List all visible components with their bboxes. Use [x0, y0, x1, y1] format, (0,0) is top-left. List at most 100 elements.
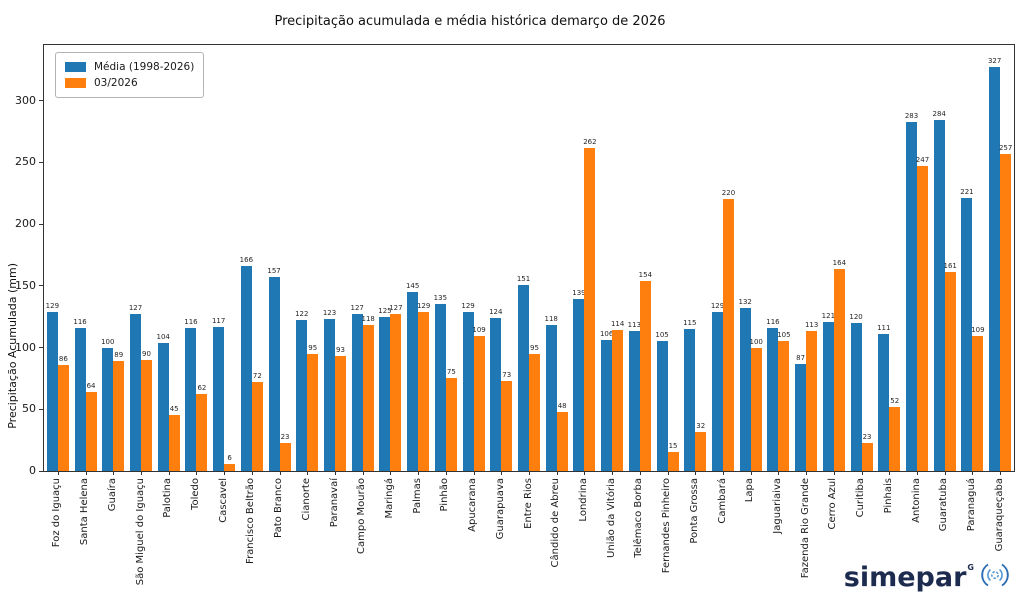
bar-value-label: 129 [416, 301, 431, 310]
bar-group: 327 257 [986, 45, 1014, 475]
bar-media [628, 331, 640, 471]
y-tick-label: 50 [22, 402, 36, 416]
bar-value-label: 116 [73, 317, 87, 326]
bar-observed [944, 272, 956, 471]
bar-media [434, 304, 446, 471]
bar-value-label: 6 [227, 453, 232, 462]
bar-group: 145 129 [404, 45, 432, 475]
y-tick-mark [39, 161, 44, 163]
bar-value-label: 45 [169, 405, 179, 414]
bar-media [795, 363, 807, 471]
bar-media [684, 329, 696, 471]
bar-media [961, 198, 973, 471]
x-tick-label: Cambará [716, 478, 728, 524]
bar-value-label: 327 [987, 57, 1002, 66]
x-tick-mark [667, 471, 669, 475]
x-tick-mark [279, 471, 281, 475]
bar-group: 124 73 [487, 45, 515, 475]
x-tick-label: Paranaguá [965, 478, 977, 532]
x-tick-mark [944, 471, 946, 475]
bar-observed [224, 463, 236, 471]
bar-group: 116 64 [72, 45, 100, 475]
bar-group: 132 100 [737, 45, 765, 475]
legend-swatch-observed [65, 78, 86, 88]
bar-observed [307, 353, 319, 471]
x-tick-mark [362, 471, 364, 475]
bar-observed [750, 347, 762, 471]
bar-value-label: 118 [544, 315, 558, 324]
bar-group: 118 48 [543, 45, 571, 475]
bar-value-label: 145 [405, 281, 420, 290]
bar-observed [501, 380, 513, 471]
bar-group: 127 90 [127, 45, 155, 475]
x-tick-mark [556, 471, 558, 475]
x-tick-label: São Miguel do Iguaçu [134, 478, 146, 586]
x-tick-label: Guaíra [106, 478, 118, 512]
bar-group: 139 262 [571, 45, 599, 475]
y-tick-mark [39, 408, 44, 410]
x-tick-label: Apucarana [467, 478, 479, 532]
bar-value-label: 161 [943, 262, 957, 271]
bar-value-label: 109 [472, 326, 486, 335]
bar-observed [196, 394, 208, 471]
x-tick-mark [750, 471, 752, 475]
bar-group: 283 247 [903, 45, 931, 475]
bar-value-label: 100 [101, 337, 115, 346]
bar-value-label: 247 [915, 156, 930, 165]
bar-media [46, 311, 58, 471]
bar-observed [556, 411, 568, 471]
x-tick-label: Fernandes Pinheiro [661, 478, 673, 574]
x-tick-label: Pinhão [439, 478, 451, 512]
bar-value-label: 122 [295, 310, 309, 319]
bar-value-label: 52 [890, 396, 900, 405]
bar-observed [972, 336, 984, 471]
bar-value-label: 151 [516, 274, 531, 283]
bar-group: 129 86 [44, 45, 72, 475]
bar-value-label: 95 [308, 343, 318, 352]
legend: Média (1998-2026) 03/2026 [55, 52, 205, 98]
bar-observed [445, 378, 457, 471]
bar-value-label: 116 [766, 317, 780, 326]
y-tick-mark [39, 347, 44, 349]
bar-value-label: 127 [389, 304, 403, 313]
bar-media [351, 314, 363, 471]
bar-observed [778, 341, 790, 471]
x-tick-mark [584, 471, 586, 475]
bar-value-label: 32 [696, 421, 706, 430]
x-tick-label: União da Vitória [605, 478, 617, 558]
bar-group: 157 23 [266, 45, 294, 475]
x-tick-mark [418, 471, 420, 475]
bar-observed [806, 331, 818, 471]
y-tick-mark [39, 100, 44, 102]
bar-media [656, 341, 668, 471]
bar-group: 151 95 [515, 45, 543, 475]
x-tick-mark [861, 471, 863, 475]
x-tick-mark [390, 471, 392, 475]
bar-group: 116 62 [183, 45, 211, 475]
bar-group: 122 95 [293, 45, 321, 475]
bar-group: 166 72 [238, 45, 266, 475]
y-tick-mark [39, 470, 44, 472]
bar-observed [390, 314, 402, 471]
x-tick-mark [140, 471, 142, 475]
x-tick-label: Francisco Beltrão [245, 478, 257, 564]
bar-media [517, 284, 529, 471]
x-tick-label: Cerro Azul [827, 478, 839, 530]
x-tick-mark [85, 471, 87, 475]
bar-observed [639, 280, 651, 471]
bar-value-label: 15 [668, 442, 678, 451]
y-tick-mark [39, 223, 44, 225]
bar-group: 123 93 [321, 45, 349, 475]
bar-media [711, 311, 723, 471]
bar-media [850, 322, 862, 471]
x-tick-mark [612, 471, 614, 475]
bar-value-label: 121 [821, 311, 836, 320]
bar-group: 121 164 [820, 45, 848, 475]
bar-value-label: 106 [599, 330, 614, 339]
simepar-logo: simeparG [844, 553, 1010, 593]
x-tick-mark [1000, 471, 1002, 475]
bar-observed [612, 330, 624, 471]
bar-observed [168, 415, 180, 471]
bar-value-label: 64 [86, 381, 96, 390]
x-tick-mark [695, 471, 697, 475]
